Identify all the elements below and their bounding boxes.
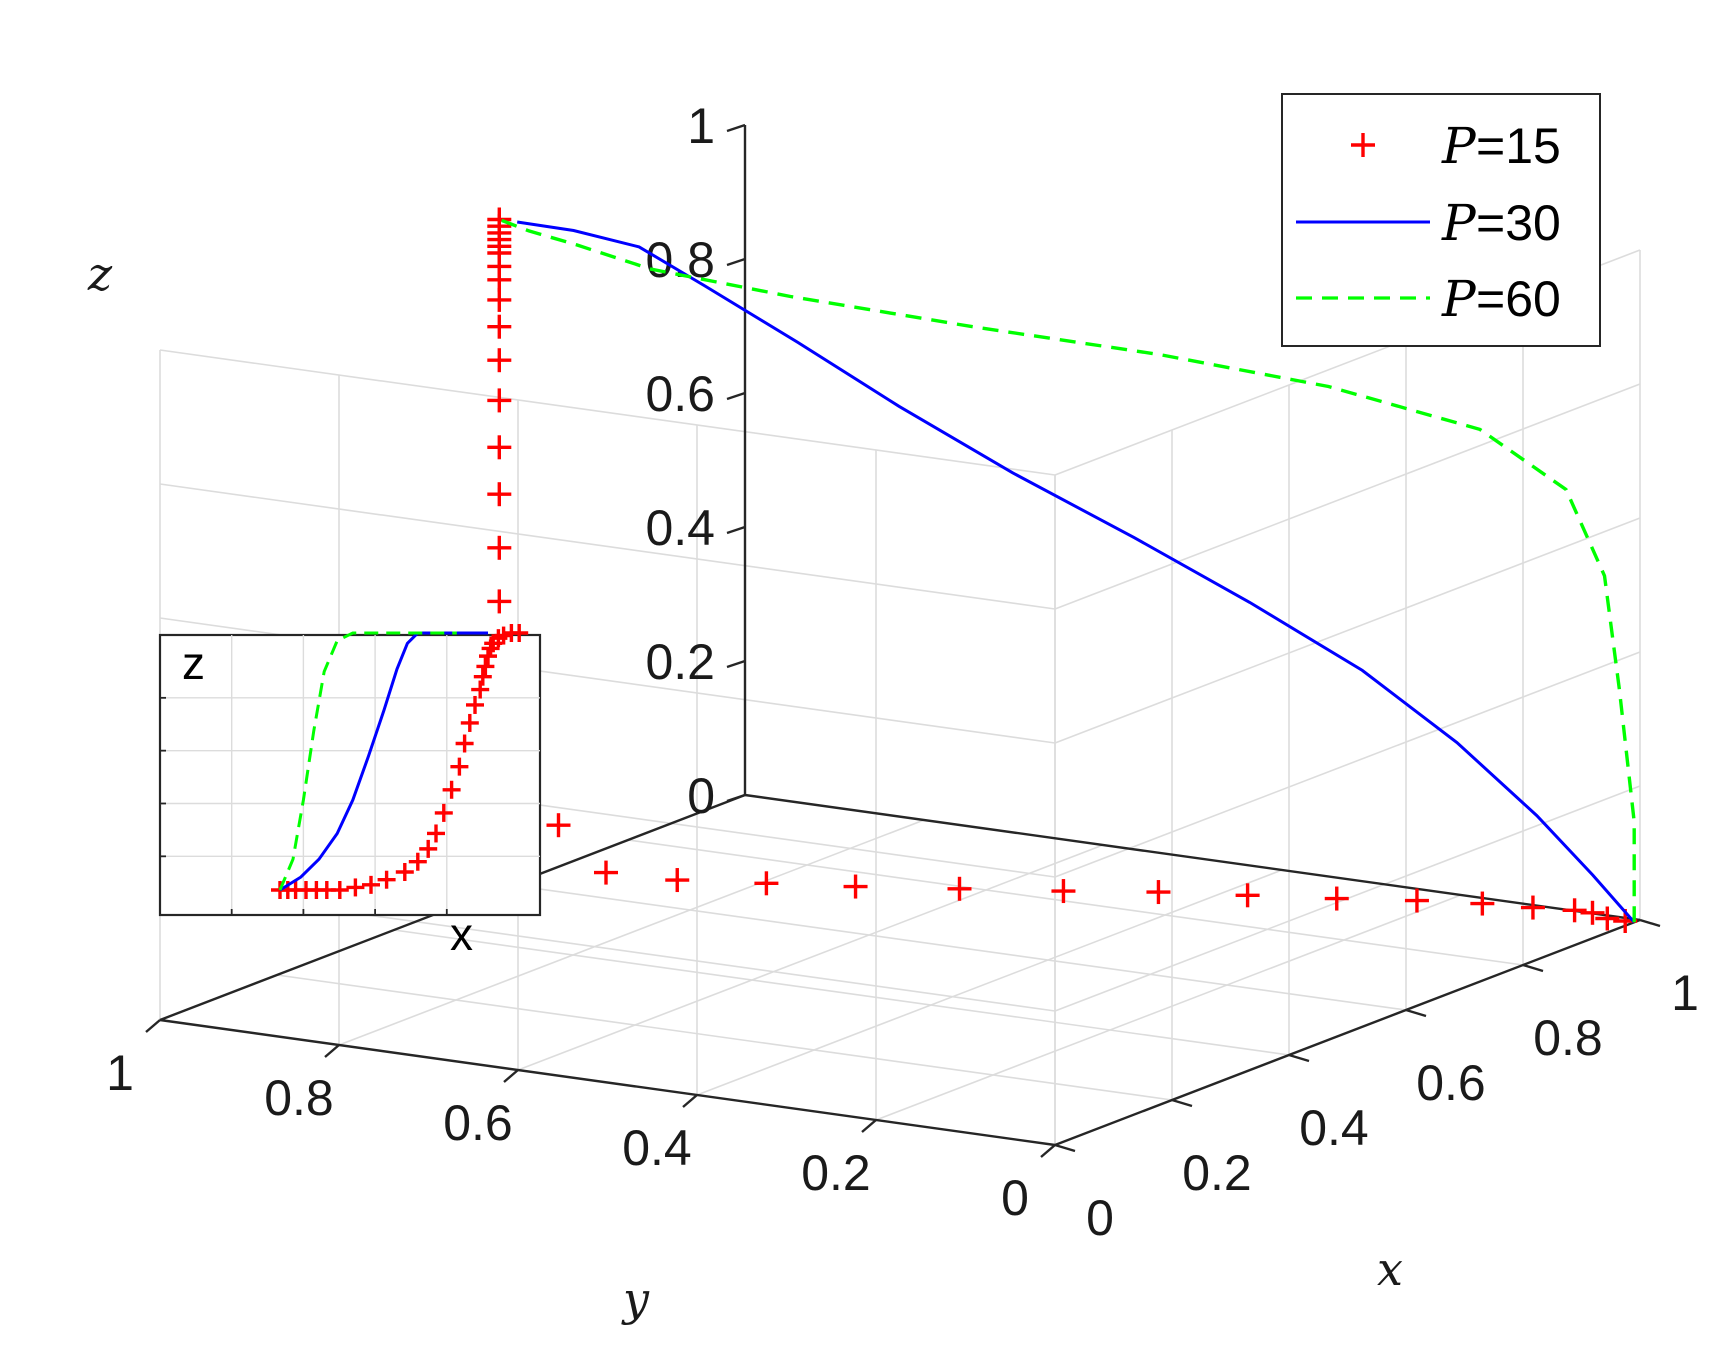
z-tick-label: 0.6 <box>645 366 715 422</box>
x-tick-mark <box>1639 918 1661 928</box>
floor-grid-line <box>393 929 1290 1056</box>
floor-grid-line <box>517 844 1104 1071</box>
x-tick-label: 0.6 <box>1416 1055 1486 1111</box>
y-tick-mark <box>503 1069 519 1083</box>
floor-grid-line <box>276 974 1173 1101</box>
sidewall-grid-line <box>159 349 1056 476</box>
x-tick-label: 1 <box>1671 965 1699 1021</box>
x-tick-mark <box>1054 1143 1076 1153</box>
floor-grid-line <box>627 839 1524 966</box>
z-tick-mark <box>726 525 746 535</box>
y-axis-title: y <box>621 1272 650 1326</box>
z-tick-label: 0 <box>687 768 715 824</box>
legend-label-p15-value: =15 <box>1476 118 1561 174</box>
y-tick-mark <box>861 1119 877 1133</box>
x-axis-title: x <box>1377 1242 1403 1296</box>
y-axis-line <box>744 793 1641 922</box>
legend-label-p15-symbol: P <box>1441 117 1477 175</box>
y-tick-mark <box>1040 1144 1056 1158</box>
legend-label-p60-value: =60 <box>1476 271 1561 327</box>
z-tick-label: 0.4 <box>645 500 715 556</box>
y-tick-mark <box>682 1094 698 1108</box>
legend-item-p30: P =30 <box>1296 194 1561 252</box>
inset-z-label: z <box>182 637 205 689</box>
y-tick-label: 0.2 <box>801 1145 871 1201</box>
floor-grid-line <box>875 894 1462 1121</box>
y-axis-front-line <box>159 1018 1056 1147</box>
legend-label-p60-symbol: P <box>1441 270 1477 328</box>
sidewall-grid-line <box>159 483 1056 610</box>
series-p60-line <box>498 217 1636 923</box>
x-tick-mark <box>1522 963 1544 973</box>
z-tick-label: 0.2 <box>645 634 715 690</box>
x-tick-mark <box>1405 1008 1427 1018</box>
inset-grid <box>160 635 540 915</box>
legend-box <box>1281 93 1601 347</box>
z-tick-mark <box>726 793 746 803</box>
legend-item-p60: P =60 <box>1296 270 1561 328</box>
legend-label-p30-value: =30 <box>1476 195 1561 251</box>
legend-label-p30-symbol: P <box>1441 194 1477 252</box>
floor-grid-line <box>696 869 1283 1096</box>
y-tick-label: 0.4 <box>622 1120 692 1176</box>
legend-item-p15: P =15 <box>1351 117 1561 175</box>
series-p30-line <box>516 220 1636 924</box>
z-tick-mark <box>726 257 746 267</box>
y-tick-label: 1 <box>106 1045 134 1101</box>
x-tick-mark <box>1288 1053 1310 1063</box>
z-tick-mark <box>726 391 746 401</box>
floor-grid-line <box>338 819 925 1046</box>
y-tick-mark <box>145 1019 161 1033</box>
x-tick-label: 0.4 <box>1299 1100 1369 1156</box>
z-axis-title: z <box>87 247 113 301</box>
backwall-grid-line <box>1054 517 1641 744</box>
y-tick-mark <box>324 1044 340 1058</box>
x-axis-front-line <box>1054 918 1641 1147</box>
x-tick-label: 0.2 <box>1182 1145 1252 1201</box>
x-tick-label: 0 <box>1086 1190 1114 1246</box>
legend-marker-plus <box>1351 133 1375 157</box>
y-tick-label: 0.6 <box>443 1095 513 1151</box>
z-tick-mark <box>726 123 746 133</box>
legend: P =15 P =30 P =60 <box>1281 93 1601 347</box>
series-layer <box>487 207 1638 933</box>
inset-x-label: x <box>450 908 473 960</box>
x-tick-mark <box>1171 1098 1193 1108</box>
floor-grid-line <box>510 884 1407 1011</box>
inset-chart: z x <box>158 624 542 960</box>
inset-series <box>271 624 529 899</box>
y-tick-label: 0.8 <box>264 1070 334 1126</box>
backwall-grid-line <box>1054 651 1641 878</box>
y-tick-label: 0 <box>1001 1170 1029 1226</box>
z-tick-mark <box>726 659 746 669</box>
z-tick-label: 1 <box>687 98 715 154</box>
backwall-grid-line <box>1054 383 1641 610</box>
x-tick-label: 0.8 <box>1533 1010 1603 1066</box>
